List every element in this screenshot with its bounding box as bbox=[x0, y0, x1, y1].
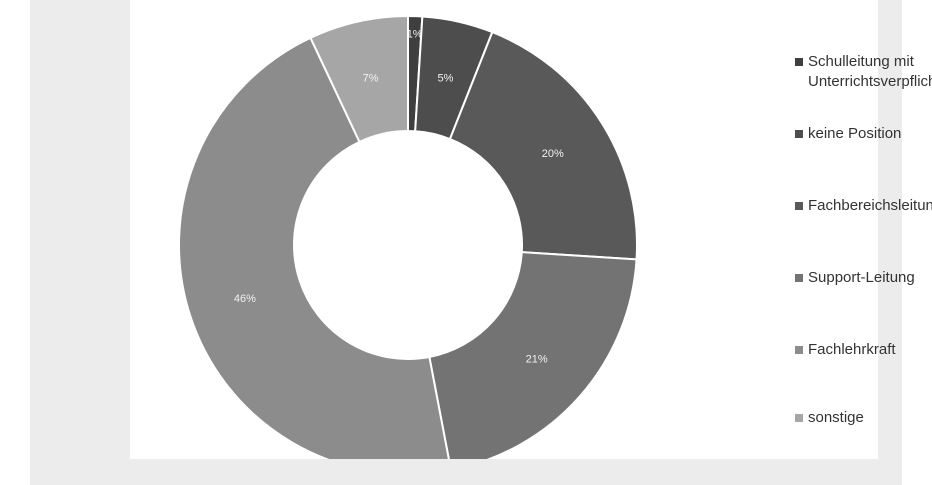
donut-slice-3 bbox=[448, 30, 638, 261]
legend-swatch-5 bbox=[795, 346, 803, 354]
legend-label-5: Fachlehrkraft bbox=[808, 341, 896, 358]
legend-swatch-4 bbox=[795, 274, 803, 282]
legend-item-2: keine Position bbox=[795, 124, 932, 144]
legend-label-4: Support-Leitung bbox=[808, 269, 915, 286]
slice-data-label-2: 5% bbox=[437, 73, 453, 85]
legend-item-6: sonstige bbox=[795, 408, 932, 428]
legend-swatch-1 bbox=[795, 58, 803, 66]
slice-data-label-6: 7% bbox=[363, 73, 379, 85]
legend-label-1: Schulleitung mitUnterrichtsverpflichtung bbox=[808, 53, 932, 90]
slice-data-label-3: 20% bbox=[542, 148, 564, 160]
legend-label-6: sonstige bbox=[808, 409, 864, 426]
donut-slice-4 bbox=[428, 251, 638, 459]
chart-area: 1% 5% 20% 21% 46% 7% Schulleitung mit Unterric… bbox=[130, 0, 932, 459]
figure-panel: 1% 5% 20% 21% 46% 7% Schulleitung mit Unterric… bbox=[30, 0, 932, 485]
legend-swatch-2 bbox=[795, 130, 803, 138]
donut-chart: 1% 5% 20% 21% 46% 7% bbox=[178, 14, 638, 459]
donut-slice-6 bbox=[309, 14, 409, 144]
legend-swatch-3 bbox=[795, 202, 803, 210]
legend-item-1: Schulleitung mitUnterrichtsverpflichtung bbox=[795, 52, 932, 92]
legend-item-3: Fachbereichsleitung bbox=[795, 196, 932, 216]
legend-swatch-6 bbox=[795, 414, 803, 422]
legend-item-5: Fachlehrkraft bbox=[795, 340, 932, 360]
legend-label-3: Fachbereichsleitung bbox=[808, 197, 932, 214]
legend-item-4: Support-Leitung bbox=[795, 268, 932, 288]
donut-slice-5 bbox=[178, 36, 450, 459]
slice-data-label-4: 21% bbox=[526, 353, 548, 365]
slice-data-label-1: 1% bbox=[407, 29, 423, 41]
legend-label-2: keine Position bbox=[808, 125, 902, 142]
slice-data-label-5: 46% bbox=[234, 293, 256, 305]
